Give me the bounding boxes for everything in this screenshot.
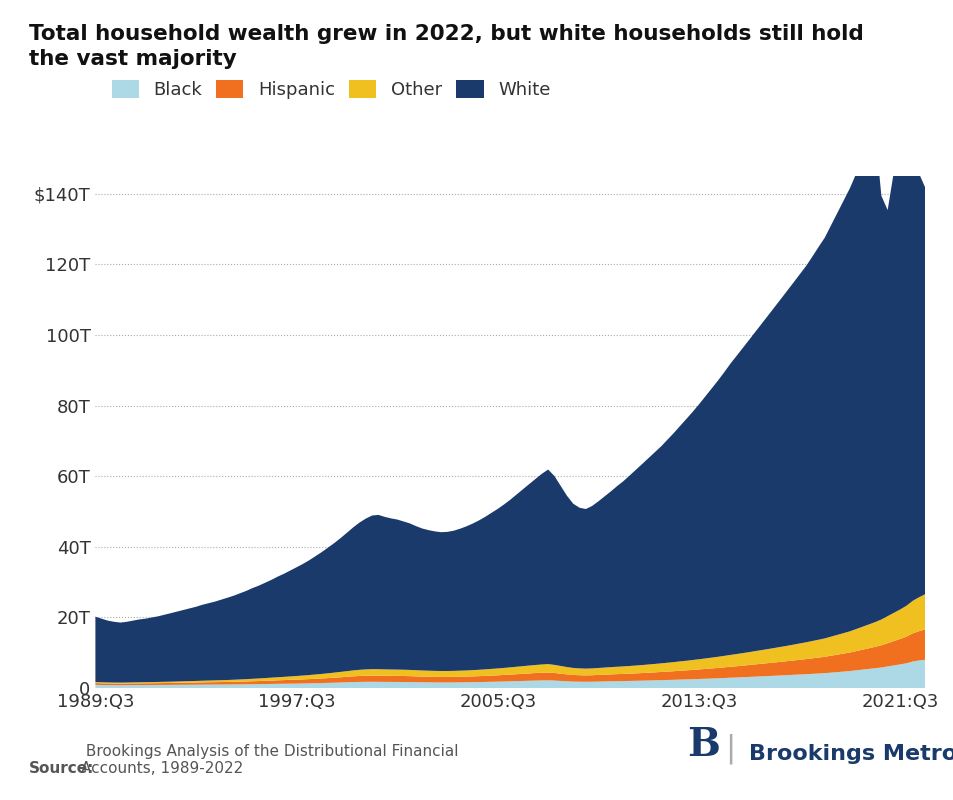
Text: Source:: Source: [29,761,94,776]
Text: B: B [686,726,719,764]
Text: |: | [724,734,735,764]
Legend: Black, Hispanic, Other, White: Black, Hispanic, Other, White [104,72,557,106]
Text: Brookings Metro: Brookings Metro [748,744,953,764]
Text: Total household wealth grew in 2022, but white households still hold
the vast ma: Total household wealth grew in 2022, but… [29,24,862,69]
Text: Brookings Analysis of the Distributional Financial
Accounts, 1989-2022: Brookings Analysis of the Distributional… [81,744,458,776]
